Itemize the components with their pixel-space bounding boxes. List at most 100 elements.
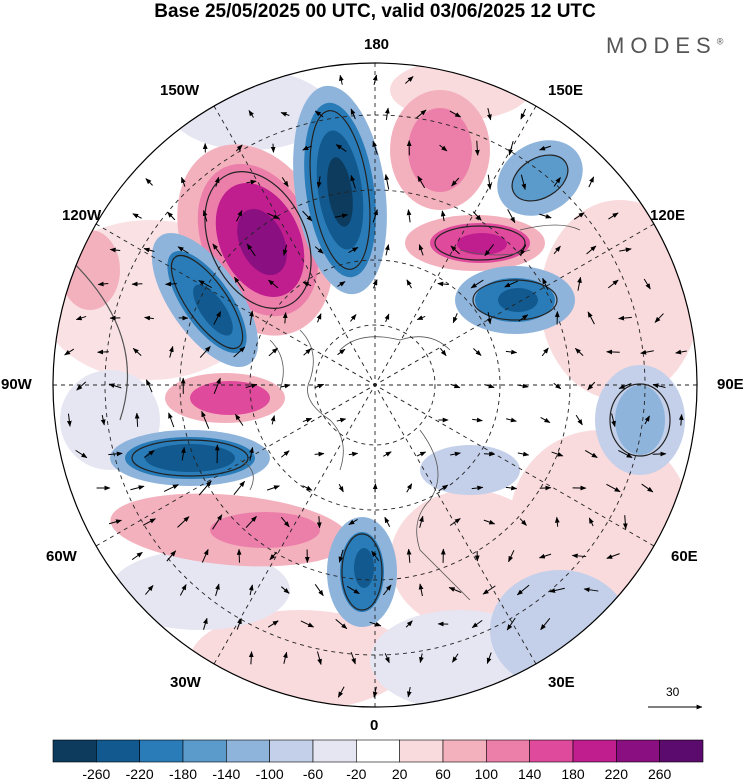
wind-vector	[574, 347, 584, 356]
wind-vector	[439, 348, 447, 357]
wind-vector	[406, 483, 413, 493]
wind-vector	[75, 315, 87, 321]
wind-vector	[384, 173, 390, 190]
graticule	[53, 63, 697, 707]
wind-vector	[144, 315, 154, 321]
wind-vector	[507, 209, 516, 224]
wind-vector	[334, 213, 349, 219]
wind-vector	[348, 246, 359, 254]
wind-vector	[236, 617, 242, 630]
wind-vector	[168, 412, 175, 428]
wind-vector	[248, 109, 254, 118]
wind-vector	[451, 177, 460, 187]
wind-vector	[518, 383, 529, 389]
wind-vector	[64, 348, 75, 356]
wind-vector	[283, 651, 288, 664]
wind-vector	[644, 415, 650, 425]
wind-vector	[416, 315, 426, 321]
wind-vector	[75, 449, 88, 459]
wind-vector	[541, 347, 549, 357]
wind-vector	[166, 550, 177, 562]
wind-vector	[618, 449, 633, 459]
colorbar-swatch	[312, 739, 357, 763]
lon-label-30w: 30W	[170, 674, 201, 691]
wind-vector	[540, 617, 551, 631]
wind-vector	[406, 548, 412, 563]
wind-vector	[449, 110, 462, 118]
colorbar-tick-label: -260	[82, 766, 111, 782]
wind-vector	[100, 414, 106, 426]
wind-vector	[212, 514, 223, 530]
wind-vector	[573, 212, 585, 220]
wind-vector	[382, 584, 392, 596]
colorbar-swatch	[96, 739, 140, 763]
wind-vector	[516, 584, 530, 596]
wind-vector	[654, 313, 664, 323]
wind-vector	[405, 620, 413, 628]
wind-vector	[675, 349, 687, 355]
wind-vector	[438, 484, 449, 492]
wind-vector	[213, 311, 222, 325]
wind-vector	[678, 413, 684, 426]
colorbar-tick-label: 100	[474, 766, 499, 782]
wind-vector	[314, 383, 325, 389]
wind-vector	[587, 381, 596, 391]
wind-vector	[108, 451, 123, 457]
wind-vector	[450, 245, 460, 255]
lon-label-180: 180	[364, 36, 390, 53]
colorbar-swatch	[226, 739, 270, 763]
wind-vector	[201, 548, 209, 563]
lon-label-150e: 150E	[548, 82, 584, 99]
lon-label-30e: 30E	[548, 674, 575, 691]
wind-vector	[419, 515, 424, 528]
wind-vector	[542, 277, 549, 290]
wind-vector	[452, 653, 459, 663]
wind-vector	[486, 652, 492, 664]
wind-vector	[452, 313, 458, 324]
lon-label-60w: 60W	[46, 548, 77, 565]
wind-vector	[233, 346, 246, 358]
wind-vector	[212, 243, 223, 257]
wind-vector	[520, 244, 527, 256]
wind-vector	[302, 281, 312, 287]
wind-vector	[577, 276, 582, 291]
wind-vector	[520, 108, 527, 120]
wind-vector	[213, 377, 221, 394]
wind-vector	[641, 483, 654, 493]
wind-vector	[177, 516, 190, 528]
wind-vector	[97, 349, 109, 355]
wind-vector	[337, 686, 345, 698]
wind-vector	[181, 176, 186, 187]
wind-vector	[575, 414, 583, 426]
wind-vector	[97, 281, 109, 287]
wind-vector	[508, 140, 514, 156]
wind-vector	[608, 212, 619, 220]
colorbar-tick-label: -60	[302, 766, 324, 782]
wind-vector	[487, 108, 492, 121]
wind-vector	[302, 145, 312, 151]
wind-vector	[506, 417, 517, 423]
anomaly-high-atlantic	[110, 493, 350, 567]
wind-vector	[336, 417, 347, 423]
wind-vector	[369, 621, 382, 627]
wind-vector	[282, 312, 288, 324]
anomaly-low-bering	[293, 85, 387, 295]
wind-vector	[132, 213, 142, 219]
wind-vector	[316, 516, 322, 529]
wind-vector	[314, 110, 324, 118]
wind-vector	[484, 243, 494, 257]
contours	[59, 110, 671, 611]
wind-vector	[76, 381, 87, 391]
wind-vector	[384, 244, 390, 256]
anomaly-low-central-asia	[595, 365, 685, 475]
wind-vector	[416, 451, 427, 457]
wind-vector	[249, 310, 254, 326]
wind-vector	[335, 618, 348, 630]
colorbar-tick-label: -140	[212, 766, 241, 782]
wind-vector	[418, 244, 424, 256]
wind-vector	[440, 210, 446, 222]
wind-vector	[372, 686, 378, 698]
wind-vector	[406, 209, 412, 223]
wind-vector	[316, 176, 322, 189]
wind-vector	[316, 651, 322, 666]
